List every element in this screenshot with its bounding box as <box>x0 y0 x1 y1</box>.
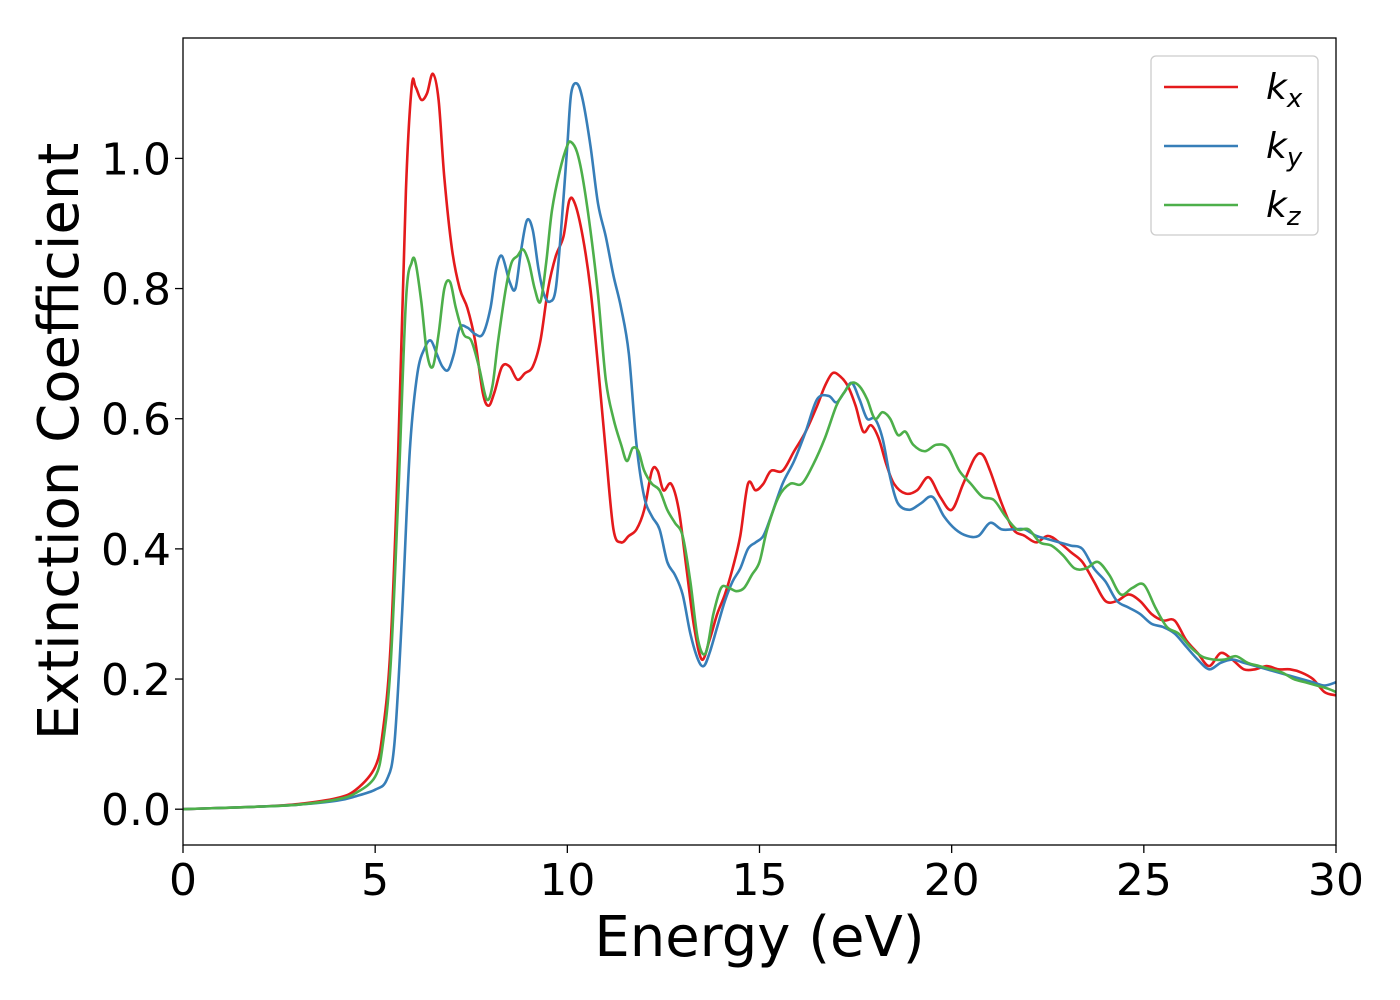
x-tick-label: 15 <box>732 855 788 906</box>
x-tick-label: 5 <box>361 855 389 906</box>
series-line-y <box>183 81 1336 811</box>
y-tick-label: 0.6 <box>101 395 171 446</box>
legend-label-x: kx <box>1266 67 1303 114</box>
y-tick-label: 0.0 <box>101 785 171 836</box>
series-layer <box>183 72 1336 811</box>
x-tick-label: 10 <box>539 855 595 906</box>
series-line-z <box>183 140 1336 811</box>
y-tick-label: 0.2 <box>101 655 171 706</box>
x-tick-label: 30 <box>1308 855 1364 906</box>
y-tick-label: 0.4 <box>101 525 171 576</box>
legend: kx ky kz <box>1150 55 1319 236</box>
x-tick-label: 0 <box>169 855 197 906</box>
x-axis: 0 5 10 15 20 25 30 <box>169 845 1364 906</box>
series-line-x <box>183 72 1336 811</box>
y-axis-label: Extinction Coefficient <box>27 143 92 741</box>
y-axis: 0.0 0.2 0.4 0.6 0.8 1.0 <box>101 134 183 836</box>
y-tick-label: 1.0 <box>101 134 171 185</box>
legend-label-y: ky <box>1266 126 1303 173</box>
x-tick-label: 20 <box>924 855 980 906</box>
y-tick-label: 0.8 <box>101 265 171 316</box>
x-tick-label: 25 <box>1116 855 1172 906</box>
legend-label-z: kz <box>1266 185 1302 232</box>
x-axis-label: Energy (eV) <box>594 905 924 970</box>
